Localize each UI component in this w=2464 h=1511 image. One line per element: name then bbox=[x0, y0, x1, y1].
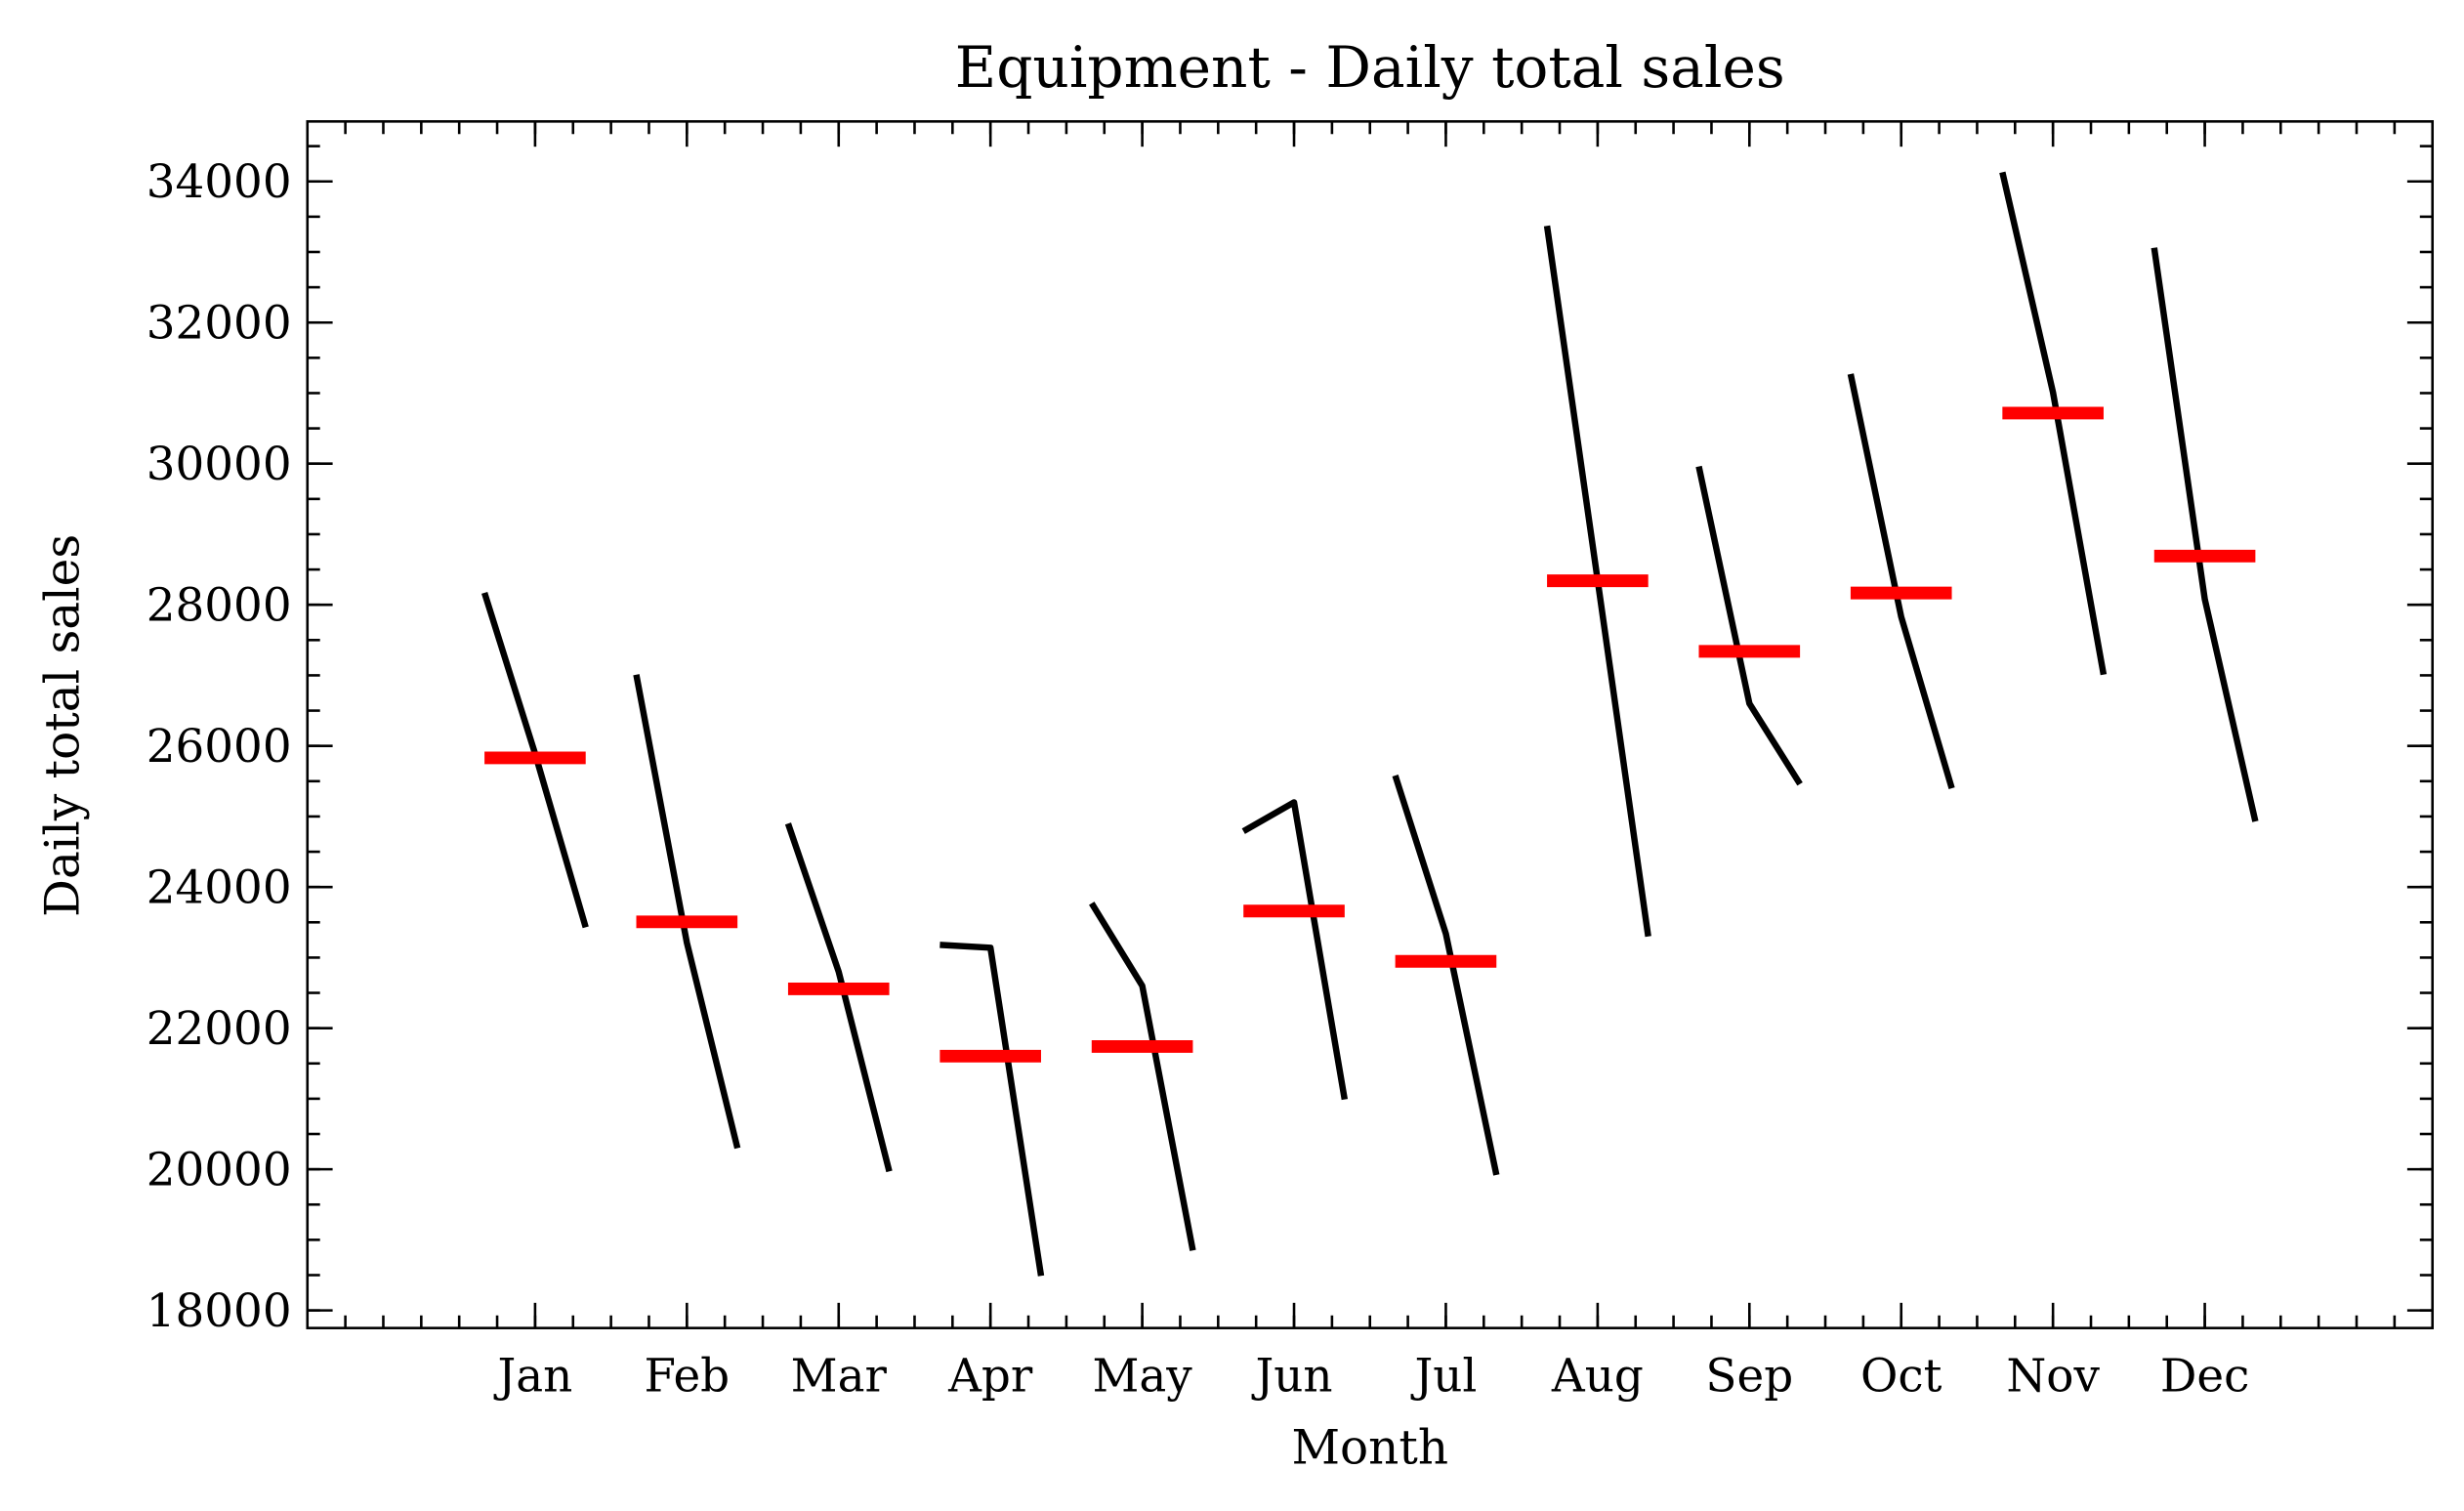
x-tick-label: Nov bbox=[2006, 1350, 2100, 1403]
subseries-line bbox=[1392, 775, 1500, 1176]
x-tick-label: Jun bbox=[1251, 1350, 1332, 1403]
y-tick-label: 28000 bbox=[146, 579, 292, 632]
x-tick-label: Apr bbox=[947, 1350, 1033, 1403]
y-tick-label: 18000 bbox=[146, 1285, 292, 1338]
y-tick-label: 22000 bbox=[146, 1003, 292, 1056]
x-tick-label: May bbox=[1092, 1350, 1192, 1403]
x-tick-label: Sep bbox=[1705, 1350, 1793, 1403]
plot-frame bbox=[306, 120, 2435, 1329]
x-tick-label: Aug bbox=[1551, 1350, 1644, 1403]
x-tick-label: Jul bbox=[1411, 1350, 1478, 1403]
subseries-line bbox=[2151, 247, 2259, 822]
x-tick-label: Jan bbox=[494, 1350, 573, 1403]
subseries-line bbox=[940, 942, 1045, 1277]
y-tick-label: 24000 bbox=[146, 861, 292, 914]
x-tick-label: Feb bbox=[645, 1350, 731, 1403]
x-tick-label: Oct bbox=[1860, 1350, 1942, 1403]
y-tick-label: 30000 bbox=[146, 439, 292, 491]
y-tick-label: 20000 bbox=[146, 1144, 292, 1196]
chart-title: Equipment - Daily total sales bbox=[955, 34, 1785, 101]
y-tick-label: 32000 bbox=[146, 297, 292, 350]
subseries-line bbox=[1695, 465, 1803, 786]
x-axis-label: Month bbox=[1291, 1421, 1448, 1476]
y-tick-label: 34000 bbox=[146, 156, 292, 209]
subseries-line bbox=[784, 822, 893, 1173]
x-tick-label: Mar bbox=[791, 1350, 888, 1403]
y-tick-label: 26000 bbox=[146, 721, 292, 774]
subseries-line bbox=[1089, 902, 1196, 1251]
y-axis-label: Daily total sales bbox=[36, 534, 91, 917]
subseries-line bbox=[1241, 799, 1349, 1101]
subseries-line bbox=[633, 674, 741, 1150]
x-tick-label: Dec bbox=[2160, 1350, 2249, 1403]
subseries-line bbox=[1847, 373, 1955, 789]
subseries-line bbox=[1999, 171, 2108, 676]
